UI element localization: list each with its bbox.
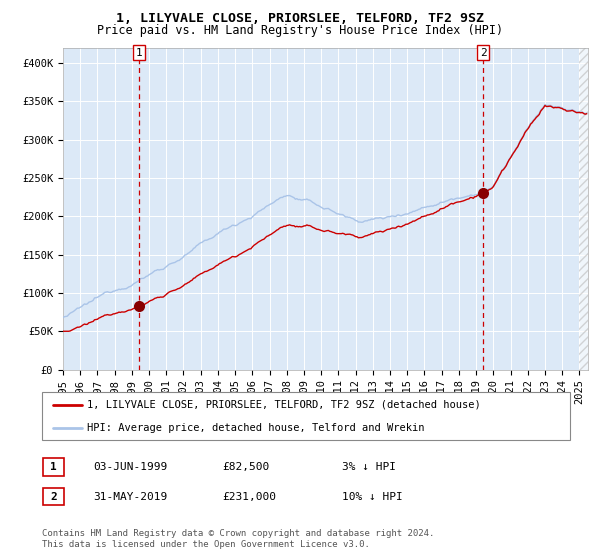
Text: 1: 1 [50, 462, 57, 472]
Text: Price paid vs. HM Land Registry's House Price Index (HPI): Price paid vs. HM Land Registry's House … [97, 24, 503, 37]
Text: 1, LILYVALE CLOSE, PRIORSLEE, TELFORD, TF2 9SZ (detached house): 1, LILYVALE CLOSE, PRIORSLEE, TELFORD, T… [87, 400, 481, 410]
FancyBboxPatch shape [43, 488, 64, 505]
Text: 3% ↓ HPI: 3% ↓ HPI [342, 462, 396, 472]
FancyBboxPatch shape [42, 392, 570, 440]
Text: 03-JUN-1999: 03-JUN-1999 [93, 462, 167, 472]
Text: £231,000: £231,000 [222, 492, 276, 502]
Text: £82,500: £82,500 [222, 462, 269, 472]
Text: 31-MAY-2019: 31-MAY-2019 [93, 492, 167, 502]
Text: HPI: Average price, detached house, Telford and Wrekin: HPI: Average price, detached house, Telf… [87, 423, 424, 433]
FancyBboxPatch shape [43, 459, 64, 475]
Text: 2: 2 [480, 48, 487, 58]
Text: 1, LILYVALE CLOSE, PRIORSLEE, TELFORD, TF2 9SZ: 1, LILYVALE CLOSE, PRIORSLEE, TELFORD, T… [116, 12, 484, 25]
Text: 10% ↓ HPI: 10% ↓ HPI [342, 492, 403, 502]
Text: 1: 1 [136, 48, 142, 58]
Bar [580, 48, 590, 370]
Text: This data is licensed under the Open Government Licence v3.0.: This data is licensed under the Open Gov… [42, 540, 370, 549]
Text: 2: 2 [50, 492, 57, 502]
Text: Contains HM Land Registry data © Crown copyright and database right 2024.: Contains HM Land Registry data © Crown c… [42, 529, 434, 538]
